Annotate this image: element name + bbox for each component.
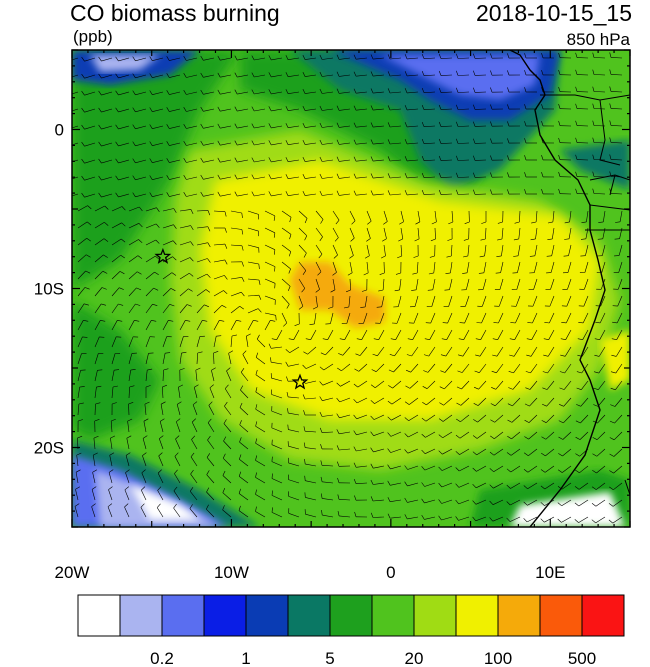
colorbar-label: 0.2 xyxy=(150,649,174,667)
wind-barbs xyxy=(72,52,623,524)
colorbar-label: 20 xyxy=(405,649,424,667)
country-borders xyxy=(540,94,630,496)
co-field xyxy=(72,50,630,527)
colorbar-swatch xyxy=(413,594,457,637)
colorbar: 0.2 1 5 20 100 500 xyxy=(77,594,625,667)
units-label: (ppb) xyxy=(73,27,113,46)
markers xyxy=(154,247,309,390)
colorbar-swatch xyxy=(329,594,373,637)
colorbar-swatch xyxy=(287,594,331,637)
x-tick-label: 20W xyxy=(55,563,90,582)
colorbar-swatch xyxy=(371,594,415,637)
y-tick-label: 0 xyxy=(55,121,64,140)
colorbar-swatch xyxy=(455,594,499,637)
y-tick-label: 20S xyxy=(34,439,64,458)
colorbar-swatch xyxy=(77,594,121,637)
axis-ticks xyxy=(71,49,631,528)
y-tick-label: 10S xyxy=(34,280,64,299)
colorbar-swatch xyxy=(245,594,289,637)
coastline xyxy=(509,50,606,527)
x-tick-label: 10W xyxy=(214,563,249,582)
star-marker xyxy=(291,373,309,390)
y-axis-labels: 0 10S 20S xyxy=(34,121,64,458)
colorbar-swatch xyxy=(581,594,625,637)
colorbar-label: 1 xyxy=(241,649,250,667)
x-tick-label: 10E xyxy=(535,563,565,582)
colorbar-label: 100 xyxy=(484,649,512,667)
colorbar-swatch xyxy=(497,594,541,637)
colorbar-swatch xyxy=(161,594,205,637)
x-axis-labels: 20W 10W 0 10E xyxy=(55,563,566,582)
colorbar-swatch xyxy=(119,594,163,637)
datetime-label: 2018-10-15_15 xyxy=(475,0,632,26)
colorbar-swatch xyxy=(539,594,583,637)
x-tick-label: 0 xyxy=(386,563,395,582)
colorbar-label: 5 xyxy=(325,649,334,667)
colorbar-label: 500 xyxy=(568,649,596,667)
colorbar-swatch xyxy=(203,594,247,637)
pressure-level-label: 850 hPa xyxy=(566,30,630,49)
star-marker xyxy=(154,247,172,264)
map-title: CO biomass burning xyxy=(70,0,280,26)
